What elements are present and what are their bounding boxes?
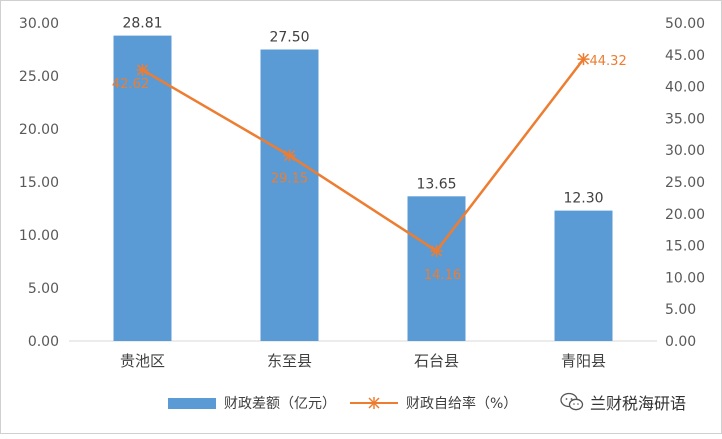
line-marker: [283, 149, 296, 162]
y-right-tick-label: 5.00: [665, 302, 696, 318]
line-data-label: 14.16: [424, 268, 461, 283]
y-right-tick-label: 0.00: [665, 334, 696, 350]
y-right-tick-label: 30.00: [665, 143, 705, 159]
x-tick-label: 青阳县: [561, 352, 606, 370]
x-tick-label: 东至县: [267, 352, 312, 370]
legend: 财政差额（亿元） 财政自给率（%）: [168, 391, 531, 415]
bar: [113, 35, 172, 341]
bar: [407, 196, 466, 341]
y-left-tick-label: 5.00: [28, 281, 59, 297]
x-tick-label: 石台县: [414, 352, 459, 370]
wechat-icon: [560, 392, 584, 411]
y-right-tick-label: 45.00: [665, 48, 705, 64]
y-right-tick-label: 20.00: [665, 207, 705, 223]
legend-label-bar: 财政差额（亿元）: [224, 396, 336, 412]
bar-data-label: 12.30: [563, 191, 603, 207]
y-right-tick-label: 25.00: [665, 175, 705, 191]
line-marker: [577, 53, 590, 66]
line-data-label: 29.15: [271, 172, 308, 187]
bar-data-label: 27.50: [269, 30, 309, 46]
line-marker: [136, 63, 149, 76]
x-tick-label: 贵池区: [120, 352, 165, 370]
line-marker: [430, 244, 443, 257]
y-right-tick-label: 15.00: [665, 239, 705, 255]
line-data-label: 44.32: [590, 54, 627, 69]
y-left-tick-label: 0.00: [28, 334, 59, 350]
bar: [260, 49, 319, 341]
legend-item-line: 财政自给率（%）: [350, 393, 517, 413]
y-left-tick-label: 20.00: [19, 122, 59, 138]
legend-label-line: 财政自给率（%）: [406, 396, 518, 412]
y-left-tick-label: 25.00: [19, 69, 59, 85]
y-left-tick-label: 15.00: [19, 175, 59, 191]
y-left-tick-label: 30.00: [19, 16, 59, 32]
y-right-tick-label: 35.00: [665, 111, 705, 127]
y-left-tick-label: 10.00: [19, 228, 59, 244]
y-right-tick-label: 50.00: [665, 16, 705, 32]
legend-swatch-line: [350, 396, 398, 410]
watermark-text: 兰财税海研语: [590, 394, 687, 413]
series-line: [141, 58, 585, 253]
legend-swatch-bar: [168, 397, 216, 409]
y-right-tick-label: 40.00: [665, 80, 705, 96]
line-data-label: 42.62: [112, 77, 149, 92]
watermark: 兰财税海研语: [560, 390, 686, 414]
bar-data-label: 13.65: [416, 176, 456, 192]
legend-item-bar: 财政差额（亿元）: [168, 393, 336, 413]
bar: [554, 210, 613, 341]
bar-data-label: 28.81: [122, 16, 162, 32]
y-right-tick-label: 10.00: [665, 270, 705, 286]
